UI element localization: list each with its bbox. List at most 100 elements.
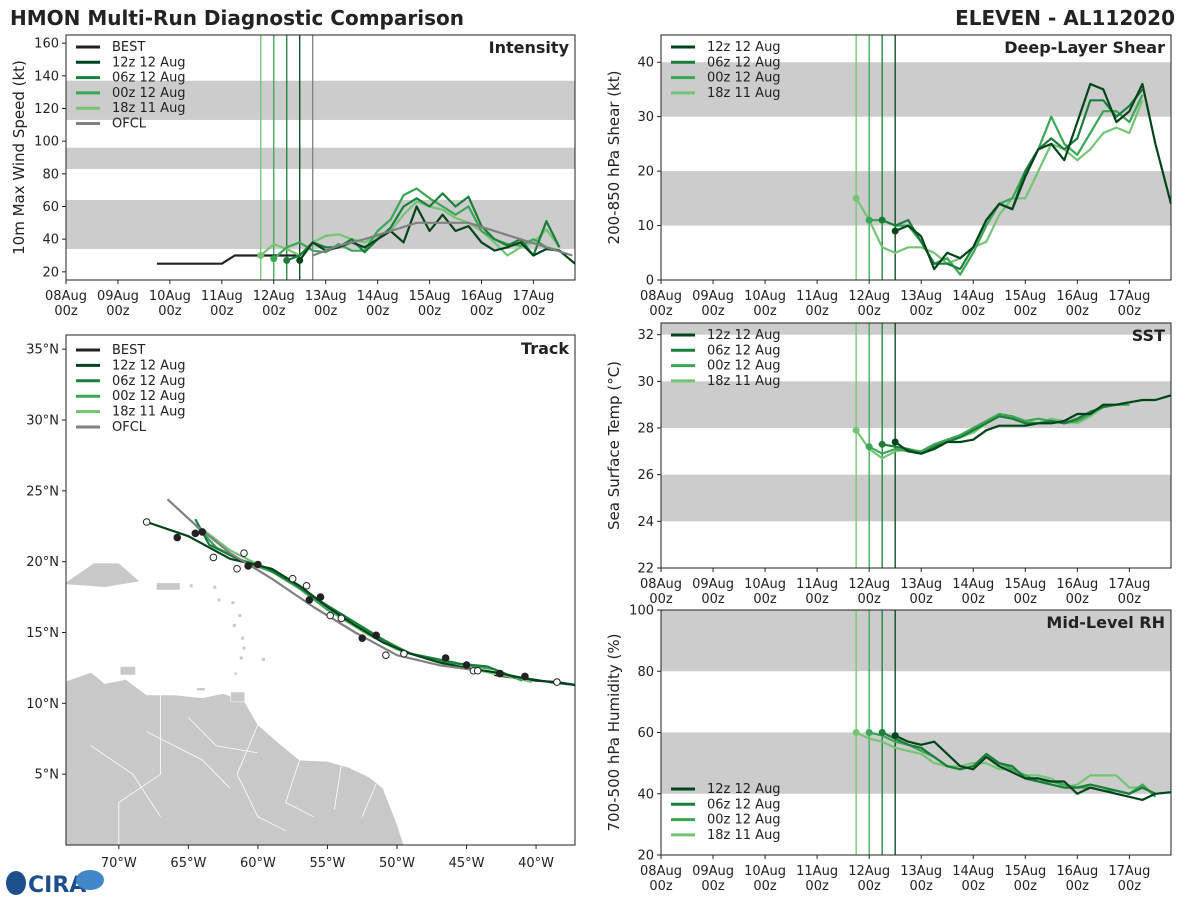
x-tick-label: 14Aug 00z [952, 864, 994, 894]
legend-label: OFCL [112, 117, 147, 132]
x-tick-hour: 00z [857, 304, 881, 319]
y-tick-label: 20 [637, 165, 654, 180]
track-marker [209, 553, 218, 562]
x-tick-label: 09Aug 00z [692, 577, 734, 607]
series-start-marker [865, 216, 873, 224]
panel-title: SST [1132, 326, 1165, 345]
x-tick-hour: 00z [910, 304, 934, 319]
track-marker [473, 666, 482, 675]
x-tick-date: 11Aug [796, 864, 838, 879]
x-tick-label: 10Aug 00z [744, 289, 786, 319]
y-tick-label: 20 [42, 265, 59, 280]
series-start-marker [852, 729, 860, 736]
panel-track: 70°W 65°W 60°W 55°W 50°W 45°W 40°W 5°N 10°N 15°N 2… [26, 334, 576, 871]
series-start-marker [891, 732, 899, 740]
x-tick-hour: 00z [1066, 304, 1090, 319]
y-tick-label: 0 [646, 274, 654, 289]
series-line [894, 82, 1171, 271]
series-group [852, 82, 1171, 276]
cira-logo-mark [6, 871, 26, 895]
series-start-marker [257, 252, 265, 259]
legend-label: 12z 12 Aug [112, 358, 186, 373]
x-tick-hour: 00z [1066, 592, 1090, 607]
x-tick-label: 10Aug 00z [149, 289, 191, 319]
legend-label: 06z 12 Aug [112, 374, 186, 389]
y-tick-label: 10°N [26, 697, 59, 712]
series-line [881, 731, 1156, 795]
track-map [66, 498, 575, 845]
x-tick-hour: 00z [701, 592, 725, 607]
x-tick-label: 16Aug 00z [1056, 577, 1098, 607]
track-marker [191, 529, 200, 538]
x-tick-hour: 00z [262, 304, 286, 319]
band [661, 381, 1171, 428]
x-tick-date: 11Aug [201, 289, 243, 304]
x-tick-hour: 00z [106, 304, 130, 319]
small-island [217, 598, 221, 602]
x-tick-hour: 00z [753, 304, 777, 319]
x-tick-date: 16Aug [1056, 289, 1098, 304]
axes-frame [660, 322, 1172, 569]
track-marker [553, 678, 561, 686]
x-tick-hour: 00z [962, 592, 986, 607]
y-axis-label: 200-850 hPa Shear (kt) [605, 71, 623, 245]
y-tick-label: 60 [42, 200, 59, 215]
x-tick-date: 14Aug [357, 289, 399, 304]
figure-title: HMON Multi-Run Diagnostic Comparison [10, 6, 464, 30]
small-island [231, 601, 235, 605]
x-tick-date: 15Aug [1004, 577, 1046, 592]
country-border [118, 694, 161, 845]
track-marker [305, 596, 314, 604]
legend-label: 18z 11 Aug [707, 374, 781, 389]
legend-label: 12z 12 Aug [707, 782, 781, 797]
x-tick-date: 10Aug [744, 577, 786, 592]
track-marker [233, 564, 241, 573]
series-group [852, 394, 1171, 460]
y-tick-label: 20 [637, 849, 654, 864]
series-start-marker [878, 216, 886, 224]
cira-logo-globe [76, 870, 104, 890]
y-tick-label: 140 [34, 69, 59, 84]
track-marker [142, 518, 151, 526]
series-start-marker [283, 256, 291, 264]
track-marker [316, 593, 325, 601]
x-tick-hour: 00z [314, 304, 338, 319]
panel-title: Intensity [489, 38, 570, 57]
x-tick-label: 17Aug 00z [1108, 289, 1150, 319]
track-marker [521, 672, 529, 681]
track-marker [244, 562, 252, 570]
small-island [241, 636, 245, 640]
x-tick-label: 65°W [170, 856, 206, 871]
series-line [312, 221, 573, 257]
x-tick-hour: 00z [753, 592, 777, 607]
legend-label: 12z 12 Aug [707, 328, 781, 343]
x-tick-hour: 00z [470, 304, 494, 319]
cira-logo: CIRA [6, 870, 104, 898]
x-tick-label: 17Aug 00z [512, 289, 554, 319]
x-tick-label: 16Aug 00z [1056, 864, 1098, 894]
track-line [201, 528, 533, 684]
axes-frame [65, 34, 576, 281]
x-tick-hour: 00z [1066, 879, 1090, 894]
x-tick-label: 12Aug 00z [848, 289, 890, 319]
legend-label: 06z 12 Aug [112, 71, 186, 86]
panel-title: Mid-Level RH [1046, 613, 1165, 632]
x-tick-label: 16Aug 00z [461, 289, 503, 319]
island [156, 582, 181, 591]
x-tick-hour: 00z [366, 304, 390, 319]
small-island [242, 646, 246, 650]
x-tick-label: 12Aug 00z [848, 577, 890, 607]
x-tick-label: 17Aug 00z [1108, 577, 1150, 607]
series-start-marker [865, 443, 873, 451]
x-tick-hour: 00z [158, 304, 182, 319]
x-tick-label: 09Aug 00z [692, 289, 734, 319]
x-tick-label: 55°W [310, 856, 346, 871]
track-marker [496, 669, 504, 678]
series-start-marker [865, 729, 873, 736]
country-border [334, 764, 342, 810]
legend-label: 00z 12 Aug [112, 389, 186, 404]
legend-label: 00z 12 Aug [112, 86, 186, 101]
island [230, 691, 245, 703]
